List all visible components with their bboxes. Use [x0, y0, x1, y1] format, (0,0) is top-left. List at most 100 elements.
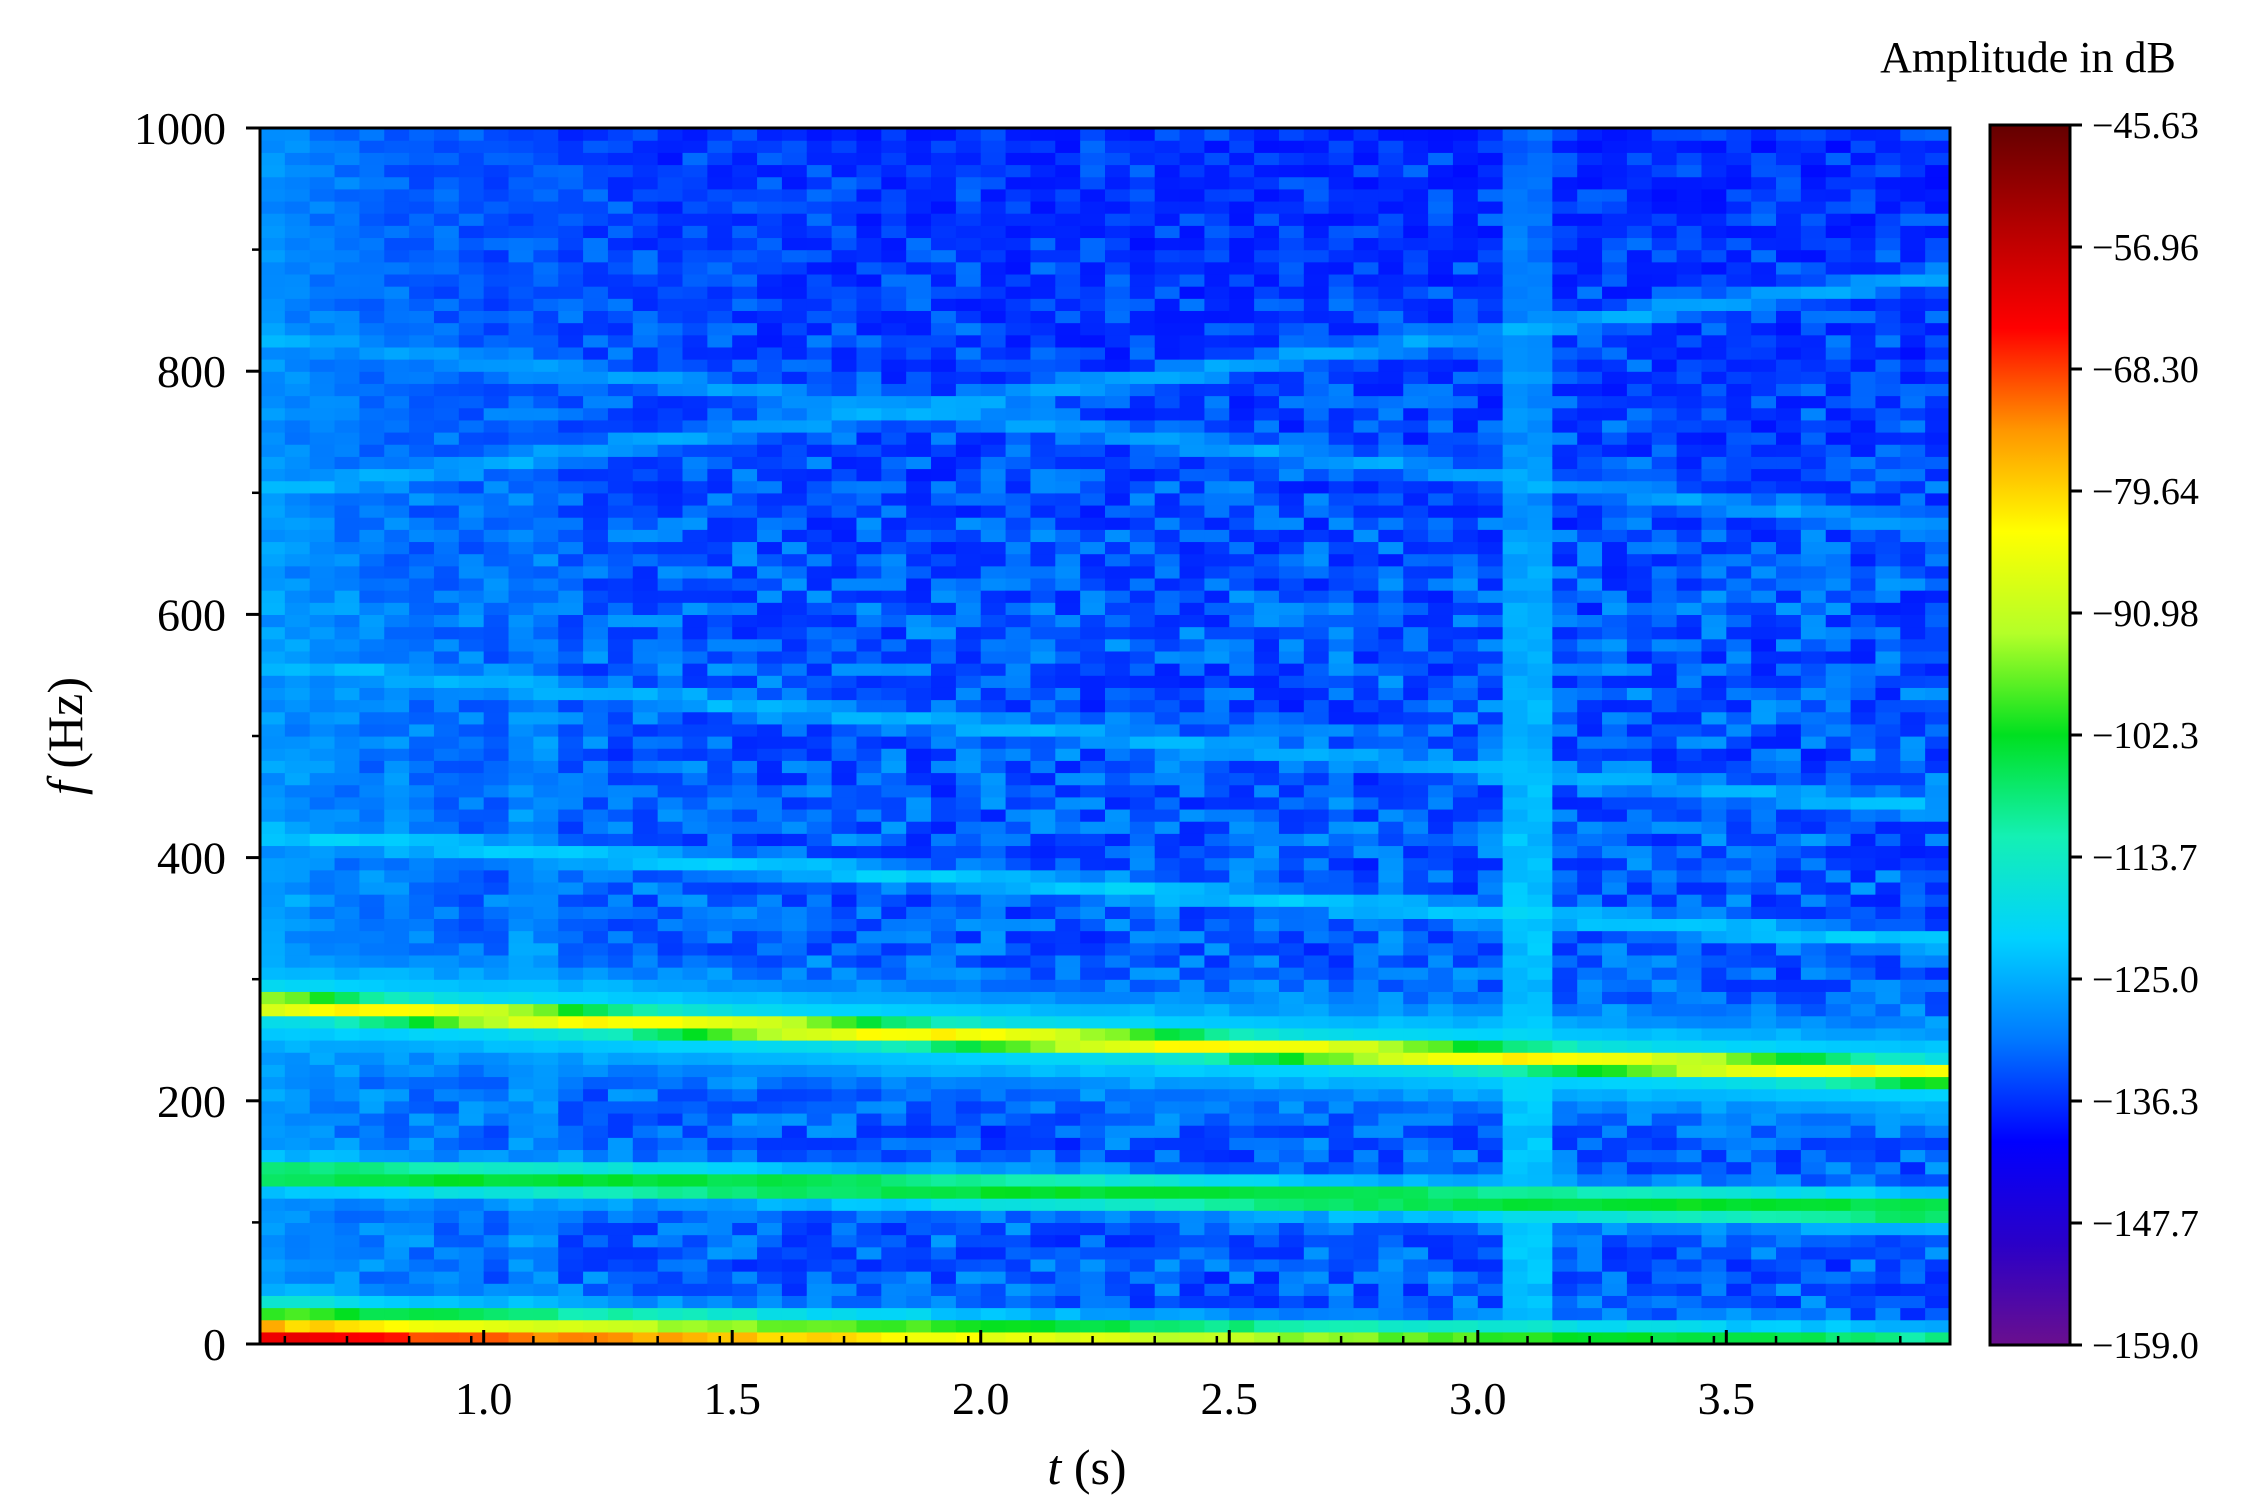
heatmap-cell [607, 1246, 634, 1260]
heatmap-cell [1055, 991, 1081, 1005]
heatmap-cell [980, 1149, 1007, 1163]
heatmap-cell [1179, 1185, 1206, 1199]
heatmap-cell [309, 152, 336, 166]
heatmap-cell [980, 1112, 1007, 1126]
heatmap-cell [1428, 444, 1454, 457]
heatmap-cell [632, 419, 659, 433]
heatmap-cell [707, 675, 733, 688]
heatmap-cell [1477, 492, 1504, 506]
heatmap-cell [458, 1040, 485, 1053]
heatmap-cell [1030, 1052, 1056, 1065]
heatmap-cell [806, 1003, 833, 1017]
heatmap-cell [1129, 1064, 1156, 1078]
heatmap-cell [1105, 346, 1131, 360]
heatmap-cell [906, 1210, 932, 1223]
heatmap-cell [955, 200, 982, 214]
heatmap-cell [955, 1173, 982, 1187]
heatmap-cell [1105, 1076, 1131, 1090]
heatmap-cell [682, 577, 708, 591]
heatmap-cell [1105, 857, 1131, 871]
heatmap-cell [284, 504, 311, 518]
heatmap-cell [682, 1125, 708, 1138]
heatmap-cell [1080, 346, 1106, 360]
heatmap-cell [906, 1161, 932, 1175]
heatmap-cell [1278, 359, 1305, 372]
heatmap-cell [657, 444, 684, 457]
heatmap-cell [757, 650, 783, 664]
heatmap-cell [856, 1307, 882, 1321]
heatmap-cell [533, 298, 559, 311]
heatmap-cell [806, 1173, 833, 1187]
heatmap-cell [831, 602, 858, 615]
heatmap-cell [1378, 1210, 1404, 1223]
heatmap-cell [682, 845, 708, 859]
heatmap-cell [831, 821, 858, 834]
heatmap-cell [1204, 857, 1230, 871]
heatmap-cell [1055, 298, 1081, 311]
heatmap-cell [757, 1125, 783, 1138]
heatmap-cell [757, 930, 783, 944]
heatmap-cell [1179, 602, 1206, 615]
heatmap-cell [707, 1137, 733, 1151]
heatmap-cell [284, 699, 311, 713]
heatmap-cell [682, 541, 708, 555]
heatmap-cell [1452, 894, 1479, 907]
heatmap-cell [1030, 1258, 1056, 1272]
heatmap-cell [682, 188, 708, 202]
heatmap-cell [284, 760, 311, 774]
heatmap-cell [1080, 419, 1106, 433]
heatmap-cell [1154, 1283, 1181, 1296]
heatmap-cell [607, 152, 634, 166]
heatmap-cell [1154, 371, 1181, 384]
heatmap-cell [906, 334, 932, 348]
heatmap-cell [1129, 687, 1156, 701]
heatmap-cell [781, 1149, 808, 1163]
heatmap-cell [583, 1149, 609, 1163]
heatmap-cell [433, 918, 460, 932]
heatmap-cell [682, 140, 708, 153]
heatmap-cell [359, 1246, 385, 1260]
heatmap-cell [1254, 736, 1280, 749]
heatmap-cell [1328, 881, 1355, 895]
heatmap-cell [1477, 1064, 1504, 1078]
heatmap-cell [1229, 954, 1255, 968]
heatmap-cell [1129, 772, 1156, 786]
heatmap-cell [483, 164, 510, 178]
heatmap-cell [533, 371, 559, 384]
heatmap-cell [458, 894, 485, 907]
heatmap-cell [1129, 444, 1156, 457]
heatmap-cell [806, 577, 833, 591]
heatmap-cell [1278, 371, 1305, 384]
heatmap-cell [1353, 529, 1379, 543]
heatmap-cell [483, 1052, 510, 1065]
heatmap-cell [955, 1027, 982, 1041]
heatmap-cell [1154, 468, 1181, 482]
heatmap-cell [856, 371, 882, 384]
heatmap-cell [757, 322, 783, 336]
heatmap-cell [881, 626, 907, 640]
heatmap-cell [607, 529, 634, 543]
heatmap-cell [1428, 310, 1454, 324]
heatmap-cell [1080, 456, 1106, 470]
heatmap-cell [980, 334, 1007, 348]
heatmap-cell [955, 1210, 982, 1223]
heatmap-cell [1105, 687, 1131, 701]
heatmap-cell [1229, 675, 1255, 688]
heatmap-cell [1179, 200, 1206, 214]
heatmap-cell [533, 1246, 559, 1260]
heatmap-cell [309, 723, 336, 737]
heatmap-cell [831, 504, 858, 518]
heatmap-cell [1179, 1295, 1206, 1309]
heatmap-cell [1179, 821, 1206, 834]
heatmap-cell [1204, 808, 1230, 822]
heatmap-cell [682, 334, 708, 348]
heatmap-cell [260, 808, 286, 822]
heatmap-cell [1005, 225, 1032, 239]
heatmap-cell [1154, 881, 1181, 895]
heatmap-cell [1204, 541, 1230, 555]
heatmap-cell [931, 237, 957, 251]
heatmap-cell [955, 1149, 982, 1163]
heatmap-cell [384, 1040, 410, 1053]
heatmap-cell [334, 845, 361, 859]
heatmap-cell [831, 298, 858, 311]
